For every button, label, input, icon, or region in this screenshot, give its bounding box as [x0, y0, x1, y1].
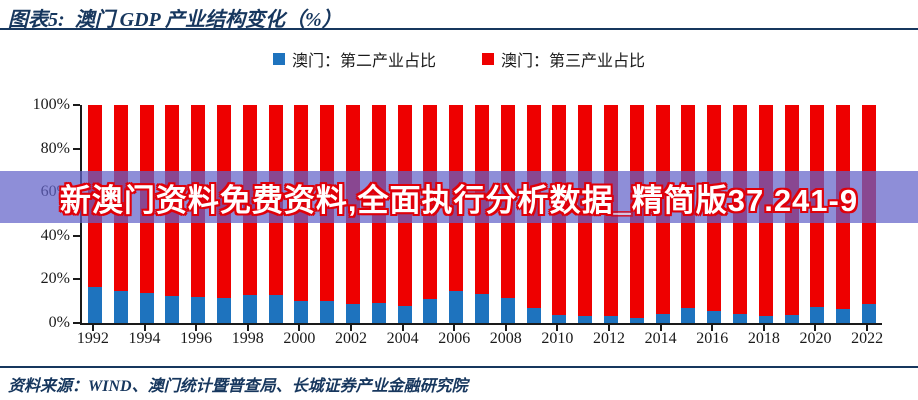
x-tick-label-1996: 1996 — [180, 330, 213, 347]
legend-item-secondary: 澳门：第二产业占比 — [272, 47, 436, 71]
y-tick-mark-80 — [73, 147, 80, 150]
x-tick-mark-2012 — [608, 325, 611, 331]
title-underline — [0, 28, 918, 30]
figure-title: 澳门 GDP 产业结构变化（%） — [74, 9, 342, 31]
x-tick-mark-1994 — [143, 325, 146, 331]
x-tick-label-1998: 1998 — [231, 330, 264, 347]
bar-2015-secondary — [681, 307, 696, 323]
x-tick-mark-2016 — [711, 325, 714, 331]
x-tick-mark-2018 — [762, 325, 765, 331]
bar-1994-secondary — [139, 292, 154, 323]
y-tick-label-40: 40% — [40, 226, 70, 244]
bar-2009-secondary — [526, 307, 541, 323]
x-tick-label-2010: 2010 — [541, 330, 574, 347]
y-tick-label-80: 80% — [40, 139, 70, 157]
legend-label-tertiary: 澳门：第三产业占比 — [501, 53, 646, 70]
y-tick-label-100: 100% — [32, 96, 70, 113]
source-note: 资料来源：WIND、澳门统计暨普查局、长城证券产业金融研究院 — [8, 378, 468, 395]
x-tick-mark-2014 — [659, 325, 662, 331]
y-tick-mark-20 — [73, 278, 80, 281]
x-tick-mark-2022 — [866, 325, 869, 331]
bar-2002-secondary — [345, 304, 360, 323]
x-tick-label-2004: 2004 — [386, 330, 419, 347]
x-tick-mark-1998 — [246, 325, 249, 331]
chart-legend: 澳门：第二产业占比 澳门：第三产业占比 — [0, 47, 918, 71]
bar-1992-secondary — [87, 287, 102, 323]
x-tick-label-2014: 2014 — [644, 330, 677, 347]
x-tick-label-2012: 2012 — [593, 330, 626, 347]
figure-label: 图表5: — [8, 9, 65, 31]
x-tick-mark-1992 — [91, 325, 94, 331]
legend-label-secondary: 澳门：第二产业占比 — [291, 53, 436, 70]
bar-2008-secondary — [500, 298, 515, 323]
x-tick-mark-2010 — [556, 325, 559, 331]
bar-2005-secondary — [423, 298, 438, 323]
legend-item-tertiary: 澳门：第三产业占比 — [482, 47, 645, 71]
y-tick-mark-40 — [73, 234, 80, 237]
bar-1998-secondary — [242, 295, 257, 323]
footer-divider — [0, 366, 918, 368]
bar-1996-secondary — [191, 297, 206, 323]
x-tick-label-2018: 2018 — [747, 330, 780, 347]
bar-2004-secondary — [397, 305, 412, 323]
bar-2003-secondary — [371, 302, 386, 323]
x-tick-label-2002: 2002 — [334, 330, 367, 347]
x-tick-label-1994: 1994 — [128, 330, 161, 347]
bar-2018-secondary — [758, 315, 773, 323]
bar-2021-secondary — [836, 309, 851, 323]
x-tick-label-2020: 2020 — [799, 330, 832, 347]
x-tick-label-2022: 2022 — [851, 330, 884, 347]
bar-2000-secondary — [294, 300, 309, 323]
x-tick-label-2006: 2006 — [438, 330, 471, 347]
bar-2017-secondary — [733, 313, 748, 323]
bar-1995-secondary — [165, 296, 180, 323]
x-tick-mark-2020 — [814, 325, 817, 331]
x-tick-label-2000: 2000 — [283, 330, 316, 347]
legend-swatch-tertiary-icon — [482, 53, 494, 65]
bar-2019-secondary — [784, 314, 799, 323]
x-tick-mark-2006 — [453, 325, 456, 331]
watermark-overlay: 新澳门资料免费资料,全面执行分析数据_精简版37.241-9 — [0, 171, 918, 223]
bar-2010-secondary — [552, 314, 567, 323]
bar-2007-secondary — [475, 294, 489, 323]
bar-2011-secondary — [578, 316, 593, 323]
bar-2022-secondary — [862, 304, 877, 323]
bar-2014-secondary — [655, 313, 670, 323]
x-tick-mark-1996 — [195, 325, 198, 331]
bar-2020-secondary — [810, 306, 825, 323]
x-tick-mark-2004 — [401, 325, 404, 331]
bar-1997-secondary — [216, 297, 231, 323]
bar-2006-secondary — [449, 290, 464, 323]
y-tick-mark-100 — [73, 104, 80, 106]
bar-2012-secondary — [604, 316, 619, 323]
x-tick-label-2008: 2008 — [489, 330, 522, 347]
y-tick-label-20: 20% — [40, 270, 70, 288]
bar-2013-secondary — [629, 317, 644, 323]
bar-1993-secondary — [113, 290, 128, 323]
bar-2016-secondary — [707, 310, 722, 323]
watermark-text: 新澳门资料免费资料,全面执行分析数据_精简版37.241-9 — [59, 182, 859, 218]
y-tick-mark-0 — [73, 322, 80, 324]
y-tick-label-0: 0% — [48, 314, 70, 331]
bar-2001-secondary — [320, 301, 335, 323]
legend-swatch-secondary-icon — [272, 53, 285, 65]
x-tick-mark-2002 — [349, 325, 352, 331]
x-tick-label-1992: 1992 — [76, 330, 109, 347]
bar-1999-secondary — [268, 295, 283, 323]
x-tick-mark-2000 — [298, 325, 301, 331]
x-tick-mark-2008 — [504, 325, 507, 331]
x-tick-label-2016: 2016 — [696, 330, 729, 347]
figure-header: 图表5: 澳门 GDP 产业结构变化（%） — [8, 3, 342, 32]
